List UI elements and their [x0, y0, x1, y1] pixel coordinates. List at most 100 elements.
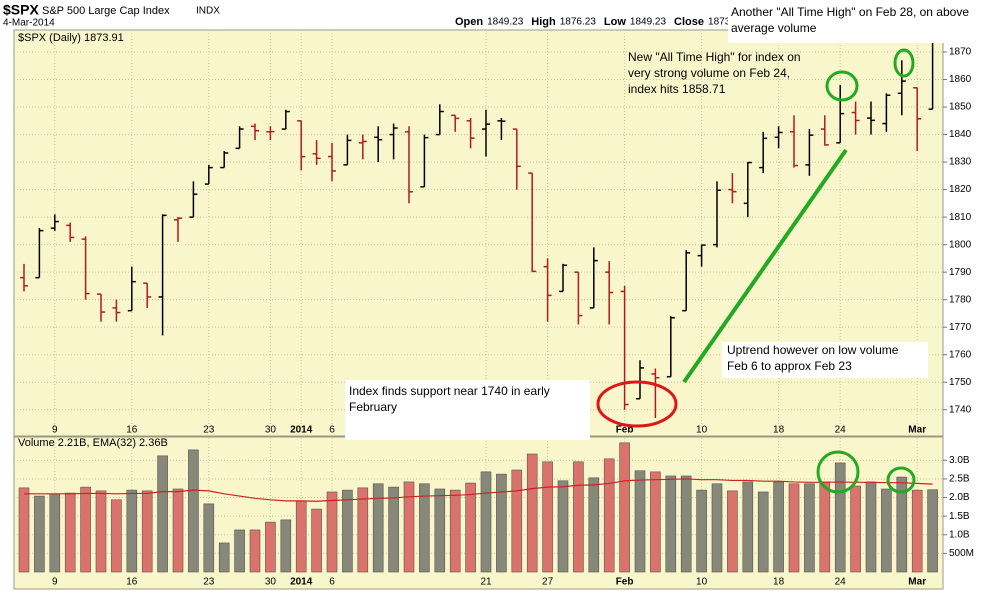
volume-bar	[603, 458, 615, 573]
volume-bar	[64, 492, 76, 573]
volume-bar	[742, 481, 754, 573]
y-tick-label: 1830	[949, 157, 972, 168]
y-tick-label: 3.0B	[949, 455, 970, 466]
x-tick-label: 9	[52, 577, 58, 588]
quote-label: Close	[674, 16, 704, 28]
x-tick-label: 23	[203, 577, 215, 588]
volume-bar	[357, 487, 369, 573]
volume-bar	[573, 461, 584, 573]
index-name: S&P 500 Large Cap Index	[42, 5, 170, 17]
x-tick-label: 6	[329, 577, 335, 588]
volume-bar	[511, 469, 523, 573]
volume-panel	[13, 436, 944, 590]
x-tick-label: Mar	[908, 577, 926, 588]
volume-legend: Volume 2.21B, EMA(32) 2.36B	[18, 437, 168, 449]
volume-bar	[342, 489, 353, 573]
quote-label: Open	[455, 16, 483, 28]
y-tick-label: 1750	[949, 377, 972, 388]
x-tick-label: Feb	[616, 577, 634, 588]
annotation-text: average volume	[731, 21, 817, 35]
volume-bar	[80, 486, 91, 573]
x-tick-label: 16	[126, 425, 138, 436]
volume-bar	[203, 503, 215, 573]
y-tick-label: 1790	[949, 267, 972, 278]
y-tick-label: 500M	[949, 548, 974, 559]
y-tick-label: 2.5B	[949, 474, 970, 485]
volume-bar	[557, 480, 569, 573]
y-tick-label: 1760	[949, 349, 972, 360]
volume-bar	[249, 529, 261, 573]
volume-bar	[727, 490, 738, 573]
quote-value: 1849.23	[487, 17, 524, 28]
x-tick-label: 30	[265, 425, 277, 436]
volume-bar	[311, 508, 322, 573]
x-tick-label: Feb	[616, 425, 634, 436]
quote-value: 1873.91	[708, 17, 745, 28]
volume-bar	[18, 487, 30, 573]
volume-bar	[542, 461, 553, 573]
x-tick-label: 30	[265, 577, 277, 588]
volume-bar	[388, 486, 399, 573]
high-oval	[825, 70, 859, 102]
price-layer: 1740175017601770178017901800181018201830…	[14, 30, 972, 436]
volume-bar	[619, 442, 630, 573]
support-oval	[596, 380, 678, 428]
volume-bar	[218, 542, 230, 573]
x-tick-label: 2014	[290, 577, 313, 588]
volume-bar	[157, 455, 168, 573]
volume-bar	[757, 491, 769, 573]
volume-bar	[34, 495, 45, 573]
volume-oval	[886, 466, 916, 494]
annotation-text: very strong volume on Feb 24,	[628, 66, 790, 80]
y-tick-label: 1.5B	[949, 511, 970, 522]
x-tick-label: 18	[773, 577, 785, 588]
ema-line	[24, 478, 933, 502]
volume-bar	[496, 473, 507, 573]
y-tick-label: 1820	[949, 184, 972, 195]
volume-bar	[372, 483, 384, 573]
volume-bar	[927, 489, 938, 573]
y-tick-label: 1780	[949, 294, 972, 305]
price-legend: $SPX (Daily) 1873.91	[18, 32, 124, 44]
y-tick-label: 1810	[949, 212, 972, 223]
volume-bar	[665, 475, 677, 573]
y-tick-label: 1800	[949, 239, 972, 250]
annotation-text: Index finds support near 1740 in early	[349, 384, 550, 398]
annotation-text: New "All Time High" for index on	[628, 50, 801, 64]
x-tick-label: 9	[52, 425, 58, 436]
x-tick-label: 10	[696, 577, 708, 588]
volume-bar	[111, 499, 122, 573]
annotation-box	[345, 380, 590, 440]
uptrend-line	[682, 148, 848, 384]
volume-bar	[819, 481, 831, 573]
volume-bar	[141, 490, 153, 573]
annotation-text: index hits 1858.71	[628, 82, 726, 96]
quote: Open 1849.23 High 1876.23 Low 1849.23 Close 187…	[455, 16, 745, 28]
y-tick-label: 1.0B	[949, 529, 970, 540]
volume-bar	[804, 483, 815, 573]
y-tick-label: 1850	[949, 102, 972, 113]
volume-bar	[788, 483, 800, 573]
quote-value: 1876.23	[560, 17, 597, 28]
volume-bar	[650, 471, 661, 573]
x-tick-label: 16	[126, 577, 138, 588]
annotation-text: February	[349, 400, 397, 414]
x-tick-label: 23	[203, 425, 215, 436]
volume-bar	[95, 490, 107, 573]
x-tick-label: 24	[835, 425, 847, 436]
volume-bar	[588, 477, 600, 573]
annotation-text: Uptrend however on low volume	[727, 343, 899, 357]
high-oval	[893, 48, 915, 78]
volume-bar	[280, 519, 292, 573]
volume-layer: 500M 1.0B 1.5B 2.0B 2.5B 3.0B 9 16 23 30 2014 6 21 27…	[14, 438, 974, 588]
x-tick-label: 21	[480, 577, 492, 588]
exchange: INDX	[196, 6, 220, 17]
y-tick-label: 1860	[949, 74, 972, 85]
volume-oval	[816, 450, 860, 494]
volume-bar	[696, 489, 707, 573]
x-tick-label: 6	[329, 425, 335, 436]
annotation-box	[722, 342, 928, 378]
annotation-box	[728, 3, 989, 43]
volume-bar	[865, 481, 877, 573]
